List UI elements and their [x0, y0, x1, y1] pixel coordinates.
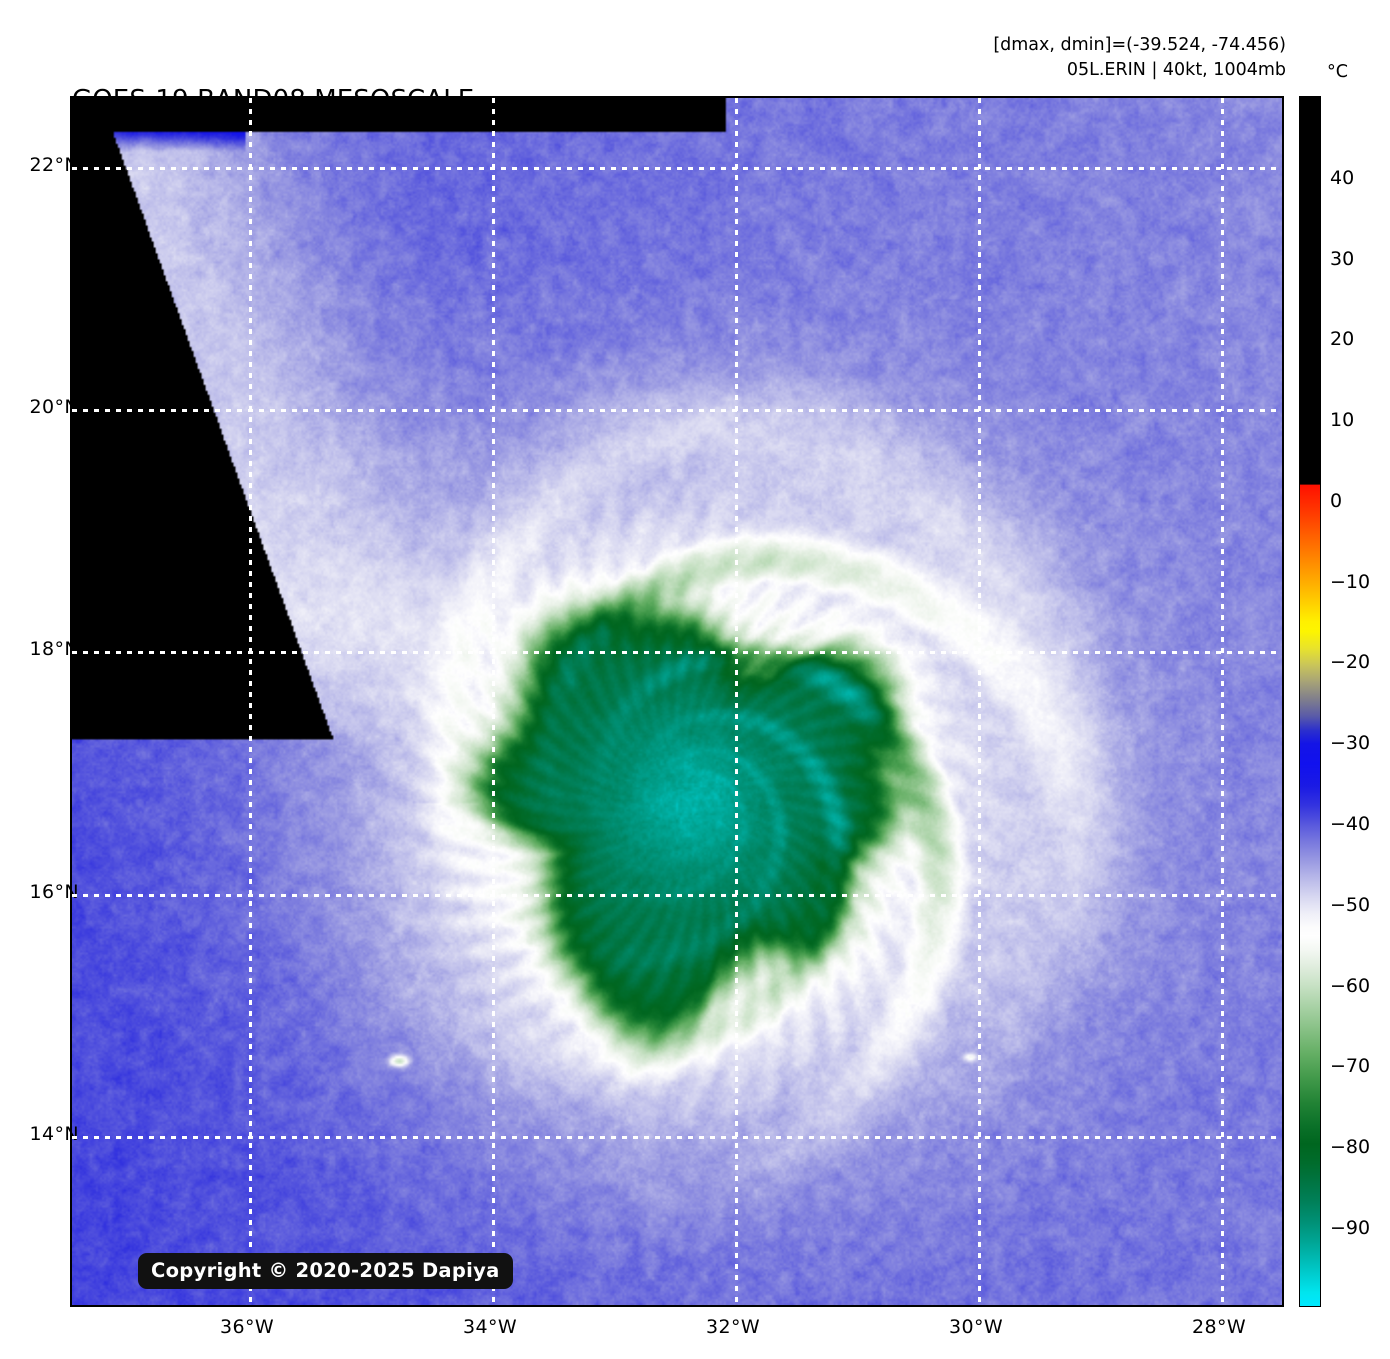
colorbar-tick-40: 40 — [1330, 167, 1355, 189]
y-axis-tick-22N: 22°N — [29, 154, 79, 176]
x-axis-tick-34W: 34°W — [462, 1316, 518, 1338]
storm-info-label: 05L.ERIN | 40kt, 1004mb — [1066, 60, 1286, 80]
dminmax-label: [dmax, dmin]=(-39.524, -74.456) — [993, 35, 1286, 55]
colorbar-tick-m60: −60 — [1330, 975, 1371, 997]
colorbar-tick-m30: −30 — [1330, 732, 1371, 754]
x-axis-tick-30W: 30°W — [948, 1316, 1004, 1338]
y-axis-tick-18N: 18°N — [29, 638, 79, 660]
colorbar-tick-10: 10 — [1330, 409, 1355, 431]
colorbar-tick-30: 30 — [1330, 248, 1355, 270]
colorbar-tick-m90: −90 — [1330, 1217, 1371, 1239]
x-axis-tick-36W: 36°W — [219, 1316, 275, 1338]
colorbar-tick-m70: −70 — [1330, 1055, 1371, 1077]
x-axis-tick-28W: 28°W — [1191, 1316, 1247, 1338]
y-axis-tick-20N: 20°N — [29, 396, 79, 418]
colorbar-tick-20: 20 — [1330, 328, 1355, 350]
colorbar-tick-0: 0 — [1330, 490, 1343, 512]
colorbar-unit-label: °C — [1327, 62, 1348, 82]
infrared-brightness-temperature-heatmap — [72, 98, 1282, 1305]
y-axis-tick-14N: 14°N — [29, 1123, 79, 1145]
temperature-colorbar[interactable] — [1299, 96, 1321, 1307]
colorbar-tick-m50: −50 — [1330, 894, 1371, 916]
metadata-block: [dmax, dmin]=(-39.524, -74.456) 05L.ERIN… — [993, 33, 1286, 83]
colorbar-tick-m40: −40 — [1330, 813, 1371, 835]
copyright-watermark: Copyright © 2020-2025 Dapiya — [138, 1253, 513, 1289]
satellite-image-panel[interactable]: Copyright © 2020-2025 Dapiya — [70, 96, 1284, 1307]
colorbar-tick-m20: −20 — [1330, 651, 1371, 673]
y-axis-tick-16N: 16°N — [29, 881, 79, 903]
colorbar-tick-m10: −10 — [1330, 571, 1371, 593]
colorbar-tick-m80: −80 — [1330, 1136, 1371, 1158]
x-axis-tick-32W: 32°W — [705, 1316, 761, 1338]
